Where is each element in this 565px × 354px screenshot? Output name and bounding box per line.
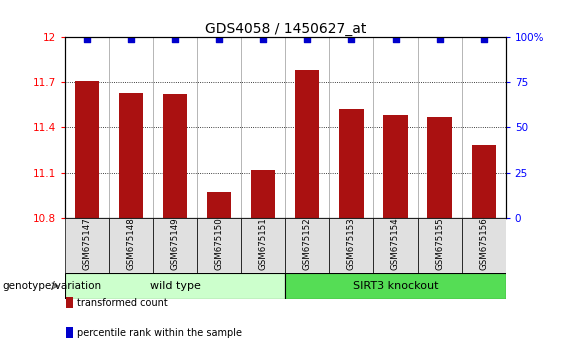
- Bar: [241, 218, 285, 273]
- Bar: [119, 93, 143, 218]
- Bar: [340, 109, 363, 218]
- Text: GSM675156: GSM675156: [479, 218, 488, 270]
- Bar: [65, 218, 109, 273]
- Point: [215, 36, 224, 42]
- Point: [171, 36, 180, 42]
- Text: GSM675155: GSM675155: [435, 218, 444, 270]
- Bar: [197, 218, 241, 273]
- Bar: [285, 218, 329, 273]
- Text: GSM675154: GSM675154: [391, 218, 400, 270]
- Point: [435, 36, 444, 42]
- Bar: [472, 145, 496, 218]
- Text: percentile rank within the sample: percentile rank within the sample: [77, 328, 242, 338]
- Bar: [329, 218, 373, 273]
- Text: wild type: wild type: [150, 281, 201, 291]
- Text: GSM675148: GSM675148: [127, 218, 136, 270]
- Point: [127, 36, 136, 42]
- Bar: [295, 70, 319, 218]
- Point: [82, 36, 92, 42]
- Bar: [207, 192, 231, 218]
- Text: GSM675149: GSM675149: [171, 218, 180, 270]
- Bar: [163, 95, 187, 218]
- Bar: [251, 170, 275, 218]
- Point: [479, 36, 488, 42]
- Bar: [109, 218, 153, 273]
- Title: GDS4058 / 1450627_at: GDS4058 / 1450627_at: [205, 22, 366, 36]
- Bar: [418, 218, 462, 273]
- Text: GSM675152: GSM675152: [303, 218, 312, 270]
- Text: GSM675151: GSM675151: [259, 218, 268, 270]
- Point: [303, 36, 312, 42]
- Bar: [66, 327, 72, 338]
- Bar: [428, 117, 451, 218]
- Text: GSM675150: GSM675150: [215, 218, 224, 270]
- Text: genotype/variation: genotype/variation: [3, 281, 102, 291]
- Text: GSM675147: GSM675147: [82, 218, 92, 270]
- Point: [259, 36, 268, 42]
- Point: [347, 36, 356, 42]
- Text: SIRT3 knockout: SIRT3 knockout: [353, 281, 438, 291]
- Bar: [66, 297, 72, 308]
- Bar: [462, 218, 506, 273]
- Bar: [153, 218, 197, 273]
- Bar: [75, 81, 99, 218]
- Bar: [373, 218, 418, 273]
- Bar: [384, 115, 407, 218]
- Bar: [285, 273, 506, 299]
- Text: GSM675153: GSM675153: [347, 218, 356, 270]
- Bar: [65, 273, 285, 299]
- Text: transformed count: transformed count: [77, 298, 168, 308]
- Point: [391, 36, 400, 42]
